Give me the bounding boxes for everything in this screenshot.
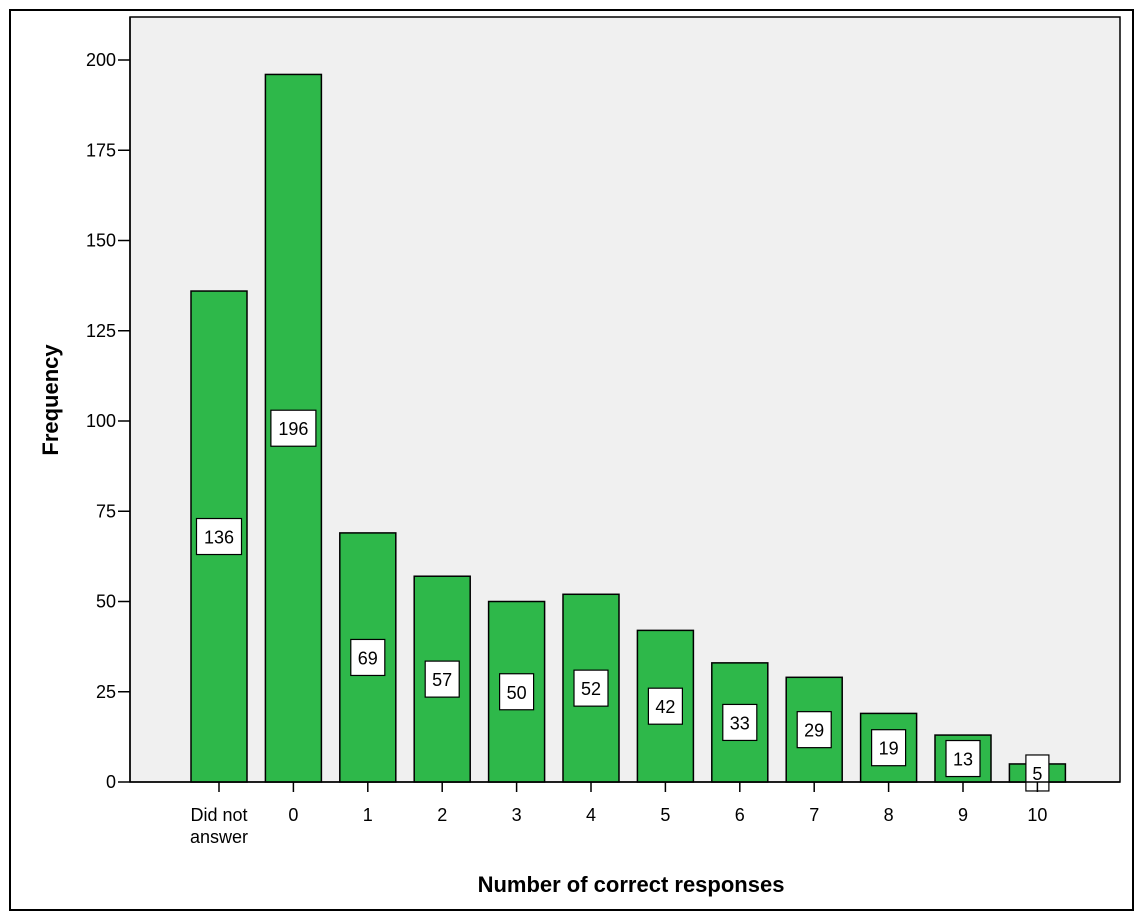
bar <box>562 593 620 783</box>
x-tick-label: 0 <box>288 805 298 825</box>
x-tick-label: 3 <box>512 805 522 825</box>
x-tick-label: 6 <box>735 805 745 825</box>
x-tick-label: Did not answer <box>190 805 248 847</box>
x-axis: Did not answer 0 1 2 3 4 5 6 7 8 9 10 <box>130 781 1120 847</box>
data-label: 29 <box>804 721 824 741</box>
data-label-box <box>870 729 907 767</box>
y-tick-label: 150 <box>86 231 116 251</box>
x-tick-label: 4 <box>586 805 596 825</box>
data-label-box <box>573 669 609 707</box>
y-tick-label: 75 <box>96 501 116 521</box>
data-label-box <box>350 638 386 677</box>
data-label: 13 <box>953 750 973 770</box>
y-axis-title: Frequency <box>38 344 63 456</box>
data-label: 42 <box>655 697 675 717</box>
data-label-box <box>270 409 317 447</box>
data-label-box <box>945 739 981 778</box>
data-label-box <box>722 703 758 742</box>
x-tick-label: 7 <box>809 805 819 825</box>
data-label: 19 <box>879 739 899 759</box>
data-label-box <box>499 673 535 711</box>
data-label: 57 <box>432 670 452 690</box>
y-tick-label: 25 <box>96 682 116 702</box>
y-tick-label: 100 <box>86 411 116 431</box>
x-tick-label: 10 <box>1027 805 1047 825</box>
data-label-box <box>424 660 460 698</box>
data-label: 136 <box>204 528 234 548</box>
y-tick-label: 200 <box>86 50 116 70</box>
x-tick-label: 5 <box>660 805 670 825</box>
data-label: 52 <box>581 679 601 699</box>
x-tick-label: 8 <box>884 805 894 825</box>
y-tick-label: 0 <box>106 772 116 792</box>
data-label: 69 <box>358 648 378 668</box>
data-label-box <box>796 711 832 749</box>
data-label: 196 <box>278 419 308 439</box>
y-tick-label: 50 <box>96 592 116 612</box>
data-labels-group: 136 196 69 57 50 52 42 33 29 19 13 5 <box>195 409 1050 792</box>
data-label: 5 <box>1032 764 1042 784</box>
y-tick-label: 175 <box>86 140 116 160</box>
data-label: 33 <box>730 713 750 733</box>
x-tick-label: 9 <box>958 805 968 825</box>
y-axis: 0 25 50 75 100 125 150 175 200 <box>86 17 131 792</box>
x-tick-label: 2 <box>437 805 447 825</box>
data-label: 50 <box>507 683 527 703</box>
data-label-box <box>195 517 243 556</box>
x-axis-title: Number of correct responses <box>478 872 785 897</box>
data-label-box <box>647 687 684 725</box>
x-tick-label: 1 <box>363 805 373 825</box>
y-tick-label: 125 <box>86 321 116 341</box>
